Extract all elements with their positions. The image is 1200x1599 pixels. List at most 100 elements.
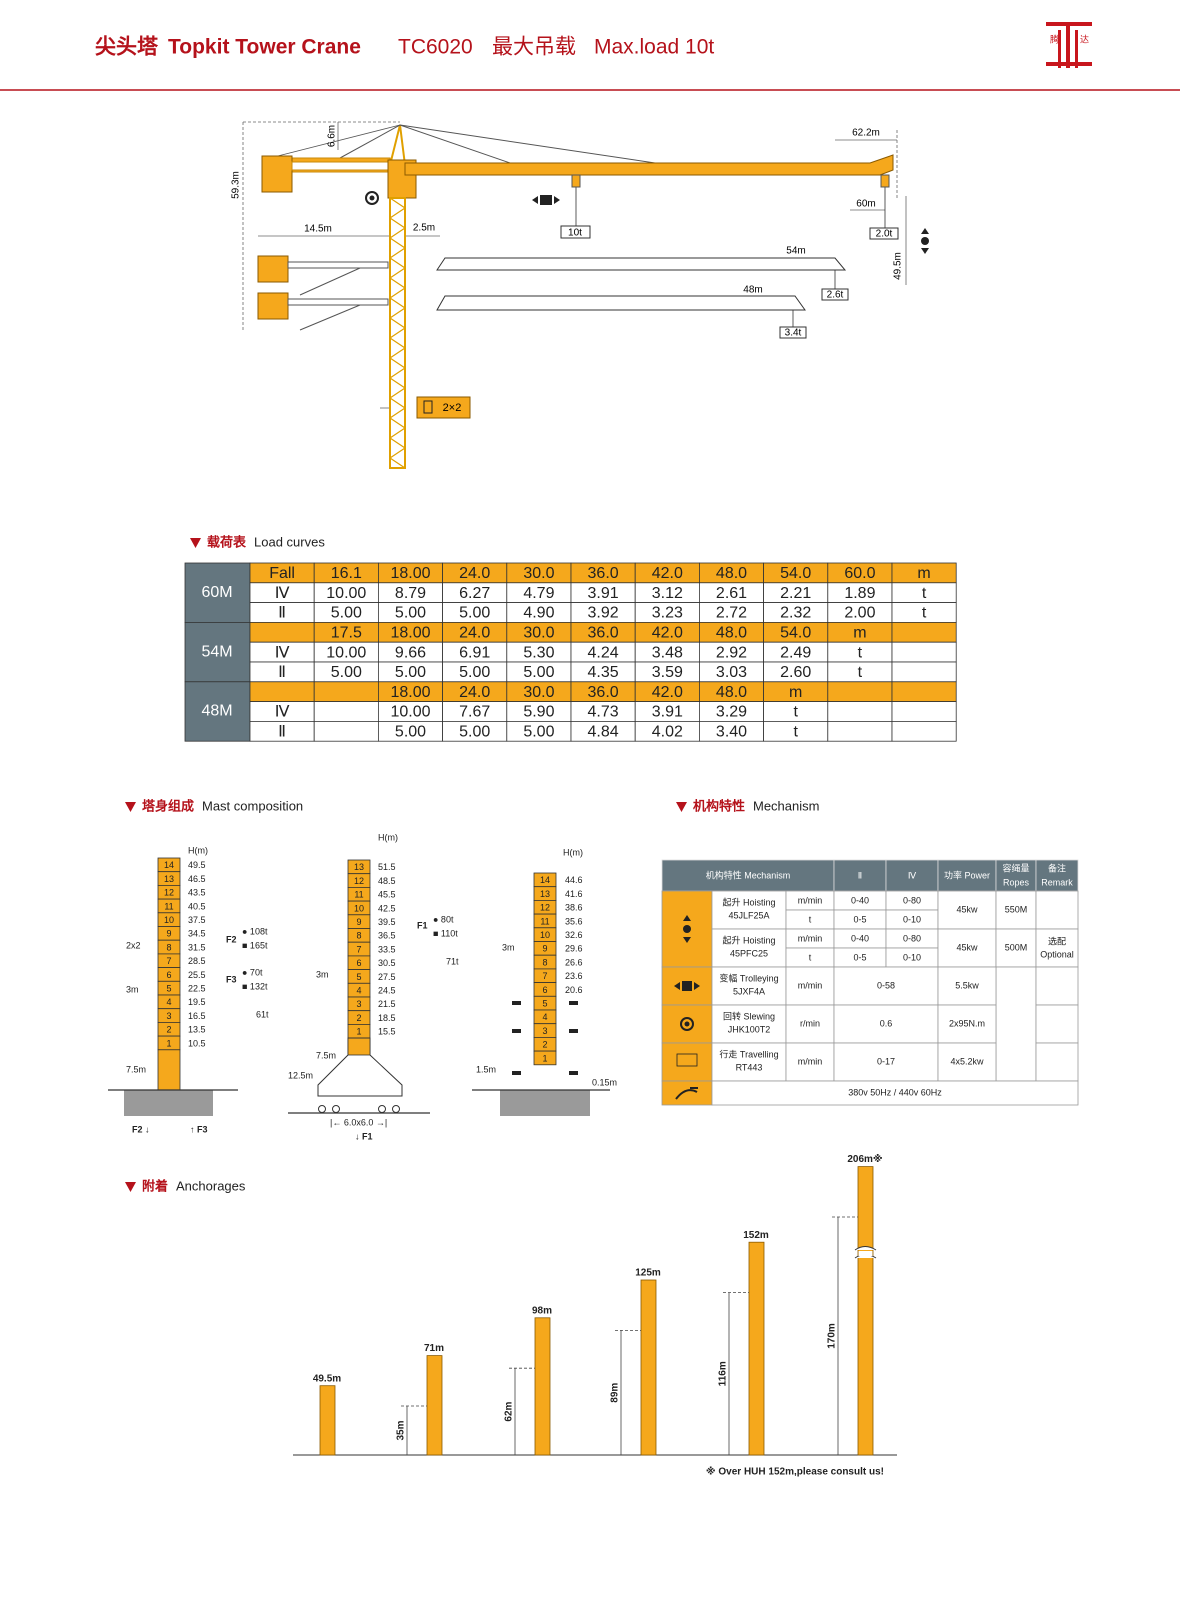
table-value: JHK100T2 [728, 1024, 771, 1034]
table-value: 2.21 [780, 585, 811, 602]
table-value: 18.00 [390, 565, 430, 582]
table-value: 4.79 [523, 585, 554, 602]
section-height: 30.5 [378, 958, 396, 968]
table-value: 48.0 [716, 565, 747, 582]
table-value: m/min [798, 1056, 823, 1066]
ground [124, 1090, 213, 1116]
table-value: 2.60 [780, 664, 811, 681]
section-height: 51.5 [378, 862, 396, 872]
section-number: 4 [542, 1012, 547, 1022]
table-value: 30.0 [523, 684, 554, 701]
table-cell [833, 1004, 939, 1044]
icon [682, 981, 692, 991]
section-number: 8 [356, 931, 361, 941]
tower-height: 71m [424, 1343, 444, 1354]
table-cell [937, 1004, 997, 1044]
section-heading: Load curves [254, 534, 325, 549]
table-value: 0-5 [853, 914, 866, 924]
table-cell [313, 701, 379, 722]
table-cell [711, 1004, 787, 1044]
table-cell [1035, 966, 1079, 1006]
tie-block [569, 1001, 578, 1005]
anchor-height: 170m [827, 1323, 838, 1349]
table-cell [827, 721, 893, 742]
table-value: 3.91 [588, 585, 619, 602]
tower-bar [857, 1166, 874, 1456]
table-cell [711, 1042, 787, 1082]
mast-note: 0.15m [592, 1077, 617, 1087]
table-value: 5.00 [395, 605, 426, 622]
table-value: r/min [800, 1018, 820, 1028]
section-height: 38.6 [565, 903, 583, 913]
table-value: 380v 50Hz / 440v 60Hz [848, 1087, 942, 1097]
table-value: 5.30 [523, 644, 554, 661]
table-cell [827, 701, 893, 722]
mast-note: F1 [417, 920, 428, 930]
table-value: 0-17 [877, 1056, 895, 1066]
section-height: 22.5 [188, 984, 206, 994]
wheel [378, 1105, 386, 1113]
mast-note: 61t [256, 1009, 269, 1019]
mast-base [347, 1037, 371, 1056]
mast-note: 7.5m [316, 1050, 336, 1060]
table-value: 2.61 [716, 585, 747, 602]
table-value: 7.67 [459, 704, 490, 721]
jib-label: 60M [201, 584, 232, 601]
table-value: t [922, 605, 927, 622]
tower-lattice [388, 197, 407, 469]
table-cell [249, 622, 315, 643]
table-cell [1035, 1042, 1079, 1082]
load-label: 2.0t [876, 229, 893, 240]
anchor-height: 89m [610, 1383, 621, 1403]
tie-block [569, 1029, 578, 1033]
tower-bar [640, 1279, 657, 1456]
mast-note: 71t [446, 956, 459, 966]
dim-label: 49.5m [893, 252, 904, 280]
table-value: 45kw [956, 904, 978, 914]
table-cell [891, 641, 957, 663]
mast-note: ■ 132t [242, 981, 268, 991]
tower-height: 152m [743, 1230, 769, 1241]
mast-note: 7.5m [126, 1064, 146, 1074]
table-value: 30.0 [523, 565, 554, 582]
mast-base [157, 1049, 181, 1091]
section-number: 6 [166, 970, 171, 980]
table-value: 3.92 [588, 605, 619, 622]
dim-label: 62.2m [852, 128, 880, 139]
section-number: 3 [542, 1026, 547, 1036]
mast-note: ● 70t [242, 967, 263, 977]
tower-bar [426, 1355, 443, 1456]
table-cell [833, 1042, 939, 1082]
table-value: 550M [1005, 904, 1028, 914]
section-height: 16.5 [188, 1011, 206, 1021]
table-value: t [793, 704, 798, 721]
mast-note: 2x2 [126, 940, 141, 950]
dim-label: 60m [856, 199, 875, 210]
logo-char: 腾 [1050, 33, 1059, 44]
table-value: 18.00 [390, 625, 430, 642]
section-heading: 附着 [142, 1178, 168, 1193]
section-height: 43.5 [188, 888, 206, 898]
table-cell [785, 1004, 835, 1044]
mast-section [533, 1050, 557, 1066]
table-value: 4.84 [588, 724, 619, 741]
tower-height: 98m [532, 1305, 552, 1316]
mast-note: ↓ F1 [355, 1131, 373, 1141]
section-number: 6 [356, 958, 361, 968]
dim-label: 14.5m [304, 224, 332, 235]
tower-bar [534, 1317, 551, 1456]
table-value: 45PFC25 [730, 948, 768, 958]
section-height: 33.5 [378, 944, 396, 954]
table-value: 4x5.2kw [950, 1056, 984, 1066]
anchor-height: 35m [396, 1420, 407, 1440]
logo [1046, 22, 1092, 68]
section-number: 2 [356, 1013, 361, 1023]
section-number: 7 [166, 956, 171, 966]
table-value: 54.0 [780, 565, 811, 582]
section-number: 3 [166, 1011, 171, 1021]
section-height: 25.5 [188, 970, 206, 980]
section-heading: 机构特性 [693, 798, 745, 813]
table-value: 36.0 [588, 625, 619, 642]
table-value: 5.00 [459, 605, 490, 622]
mast-note: 3m [126, 984, 139, 994]
